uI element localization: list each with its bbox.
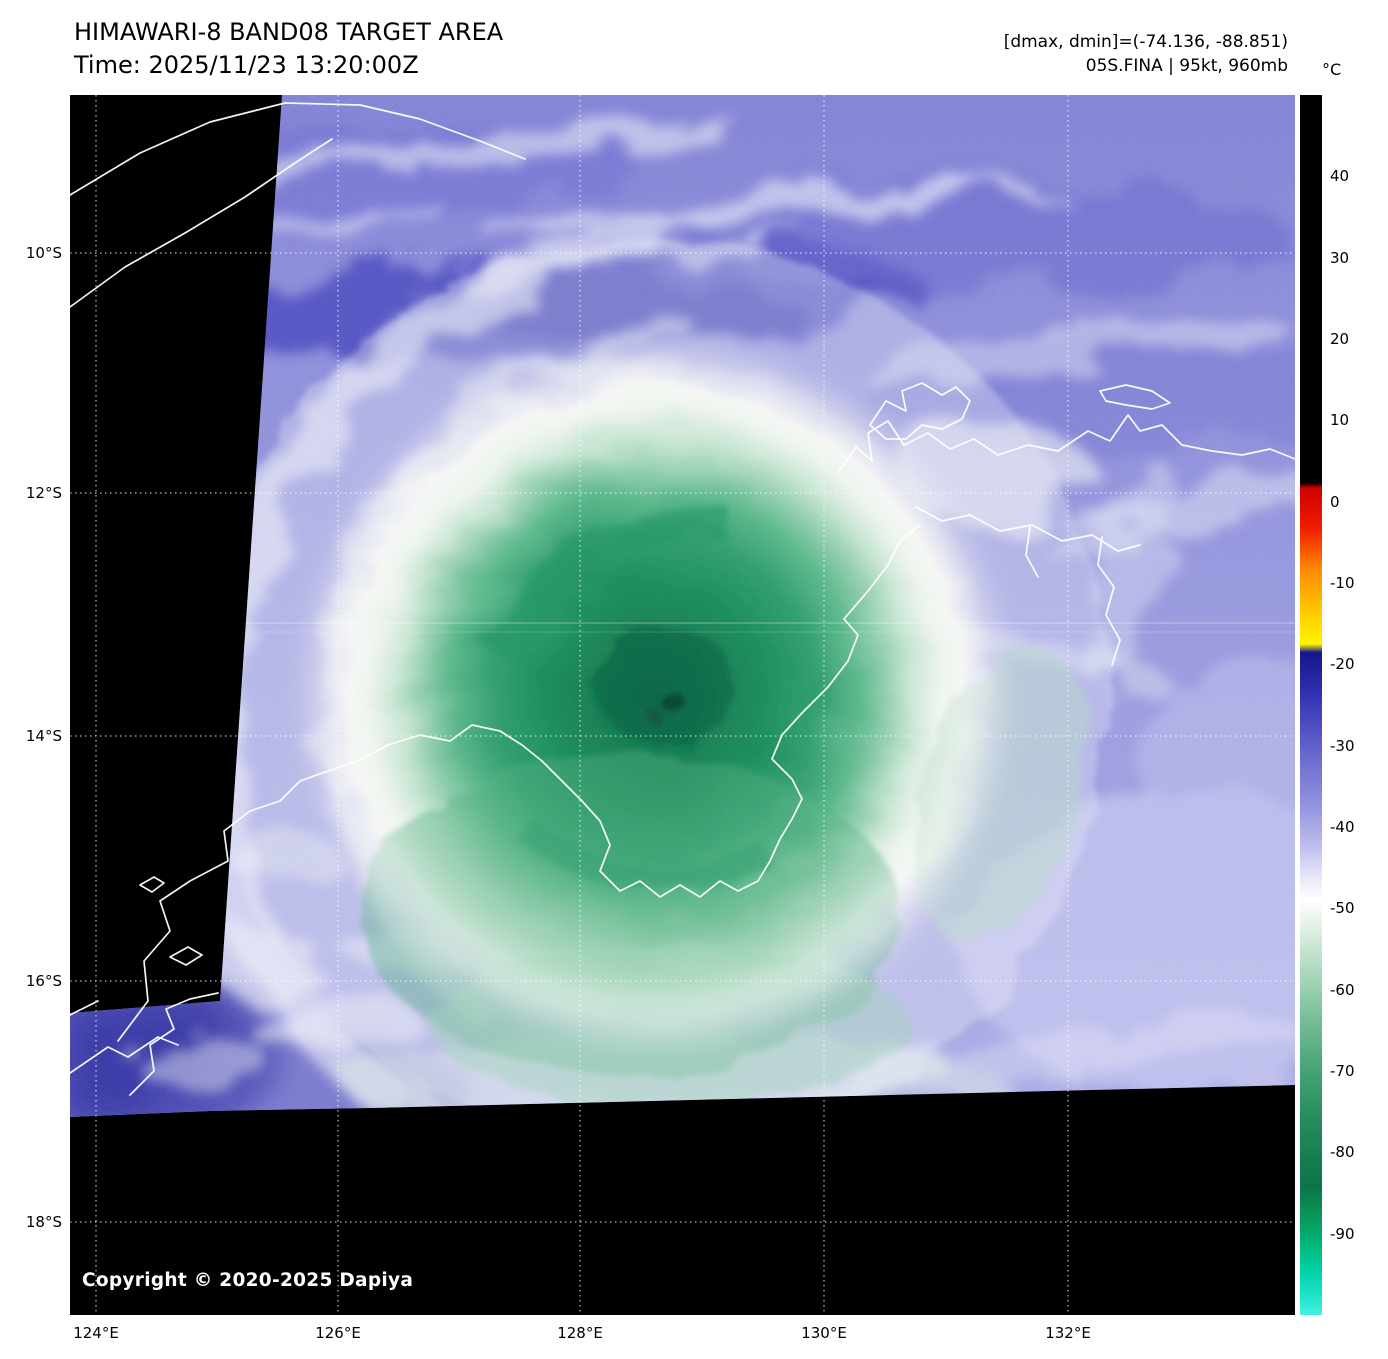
header-meta: [dmax, dmin]=(-74.136, -88.851) 05S.FINA… <box>1004 30 1288 78</box>
header: HIMAWARI-8 BAND08 TARGET AREA Time: 2025… <box>74 16 503 82</box>
colorbar-tick: 10 <box>1330 411 1350 429</box>
colorbar-tick: 0 <box>1330 493 1340 511</box>
colorbar <box>1300 95 1322 1315</box>
copyright-notice: Copyright © 2020-2025 Dapiya <box>82 1270 414 1291</box>
colorbar-tick: 40 <box>1330 167 1350 185</box>
coastlines <box>69 102 1296 1096</box>
timestamp: Time: 2025/11/23 13:20:00Z <box>74 51 419 79</box>
colorbar-tick: -30 <box>1330 737 1355 755</box>
colorbar-tick: -90 <box>1330 1225 1355 1243</box>
colorbar-tick: -40 <box>1330 818 1355 836</box>
lon-label: 126°E <box>315 1324 361 1342</box>
colorbar-tick: -80 <box>1330 1143 1355 1161</box>
gridlines <box>70 95 1295 1315</box>
colorbar-tick: 30 <box>1330 249 1350 267</box>
noise-texture <box>70 95 1295 1117</box>
colorbar-tick: -10 <box>1330 574 1355 592</box>
lon-label: 128°E <box>557 1324 603 1342</box>
colorbar-tick: -60 <box>1330 981 1355 999</box>
colorbar-tick: 20 <box>1330 330 1350 348</box>
colorbar-tick: -70 <box>1330 1062 1355 1080</box>
lat-label: 12°S <box>25 484 62 502</box>
colorbar-tick: -20 <box>1330 655 1355 673</box>
colorbar-unit-label: °C <box>1322 60 1342 79</box>
lat-label: 16°S <box>25 972 62 990</box>
satellite-image <box>69 95 1296 1315</box>
lon-label: 132°E <box>1045 1324 1091 1342</box>
lat-label: 10°S <box>25 244 62 262</box>
map-plot <box>69 95 1296 1315</box>
lon-label: 130°E <box>801 1324 847 1342</box>
colorbar-tick: -50 <box>1330 899 1355 917</box>
lon-label: 124°E <box>73 1324 119 1342</box>
storm-info: 05S.FINA | 95kt, 960mb <box>1085 56 1288 76</box>
lat-label: 18°S <box>25 1213 62 1231</box>
page-title: HIMAWARI-8 BAND08 TARGET AREA <box>74 18 504 46</box>
lat-label: 14°S <box>25 727 62 745</box>
dmax-dmin-readout: [dmax, dmin]=(-74.136, -88.851) <box>1003 32 1288 52</box>
